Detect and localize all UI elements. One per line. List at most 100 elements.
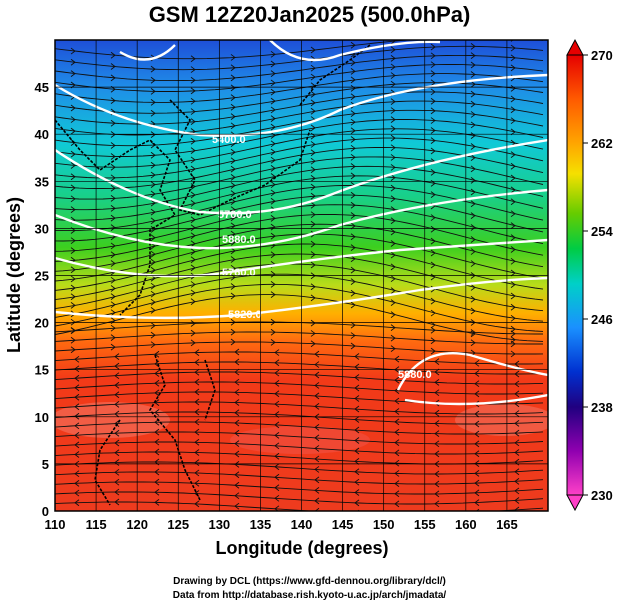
streamline-arrow <box>194 378 200 386</box>
streamline-arrow <box>310 211 316 219</box>
streamline-arrow <box>230 292 236 300</box>
streamline-arrow <box>354 416 360 423</box>
streamline-arrow <box>230 230 236 238</box>
streamline-arrow <box>274 369 280 377</box>
streamline-arrow <box>510 222 516 230</box>
chart-title: GSM 12Z20Jan2025 (500.0hPa) <box>148 2 471 27</box>
streamline-arrow <box>230 84 236 92</box>
streamline-arrow <box>190 240 196 248</box>
streamline-arrow <box>354 353 360 360</box>
streamline-arrow <box>470 43 476 50</box>
streamline-arrow <box>310 192 316 200</box>
streamline-arrow <box>394 449 400 457</box>
streamline-arrow <box>150 190 156 198</box>
streamline-arrow <box>394 397 400 405</box>
streamline-arrow <box>394 490 400 498</box>
streamline-arrow <box>190 200 196 207</box>
streamline-arrow <box>154 370 160 377</box>
contour-label: 5760.0 <box>222 267 256 279</box>
streamline <box>55 73 544 103</box>
streamline-arrow <box>510 85 516 92</box>
streamline <box>55 294 544 342</box>
colorbar-tick-label: 238 <box>591 400 613 415</box>
streamline-arrow <box>150 65 156 73</box>
streamline-arrow <box>474 420 480 428</box>
contour-label: 5400.0 <box>212 134 246 146</box>
streamline-arrow <box>114 410 120 418</box>
streamline-arrow <box>110 184 116 192</box>
streamline-arrow <box>74 355 80 363</box>
streamline-arrow <box>70 127 76 135</box>
streamline-arrow <box>274 473 280 481</box>
streamline-arrow <box>390 98 396 106</box>
streamline-arrow <box>390 240 396 247</box>
streamline-arrow <box>430 237 436 245</box>
streamline-arrow <box>434 480 440 488</box>
streamline-arrow <box>74 384 80 392</box>
streamline-arrow <box>114 498 120 506</box>
streamline-arrow <box>234 419 240 427</box>
streamline <box>55 40 544 60</box>
streamline-arrow <box>470 132 476 139</box>
streamline-arrow <box>110 285 116 292</box>
streamline-arrow <box>310 220 316 228</box>
streamline-arrow <box>350 67 356 75</box>
streamline-arrow <box>510 198 516 206</box>
streamline <box>55 91 544 125</box>
streamline-arrow <box>430 97 436 105</box>
streamline-arrow <box>114 488 120 496</box>
x-tick-label: 160 <box>455 517 477 532</box>
streamline-arrow <box>434 430 440 438</box>
streamline-arrow <box>234 481 240 489</box>
streamline-arrow <box>510 257 516 265</box>
streamline-arrow <box>470 143 476 150</box>
streamline-arrow <box>270 60 276 68</box>
streamline-arrow <box>150 322 156 329</box>
y-tick-label: 35 <box>35 174 49 189</box>
streamline-arrow <box>110 224 116 231</box>
streamline-arrow <box>230 222 236 230</box>
streamline-arrow <box>430 147 436 155</box>
streamline-arrow <box>74 374 80 382</box>
streamline-arrow <box>310 174 316 182</box>
streamline-arrow <box>510 106 516 114</box>
streamline-arrow <box>310 261 316 269</box>
streamline-arrow <box>70 237 76 245</box>
streamline-arrow <box>190 183 196 190</box>
streamline-arrow <box>514 439 520 447</box>
streamline-arrow <box>390 334 396 342</box>
streamline-arrow <box>270 70 276 77</box>
contour-label: 5880.0 <box>222 234 256 246</box>
streamline-arrow <box>510 117 516 125</box>
streamline-arrow <box>230 64 236 72</box>
streamline-arrow <box>510 186 516 194</box>
streamline-arrow <box>310 283 316 291</box>
y-axis: 0 5 10 15 20 25 30 35 40 45 <box>35 80 49 519</box>
streamline-arrow <box>274 494 280 502</box>
streamline-arrow <box>350 266 356 274</box>
streamline-arrow <box>70 104 76 112</box>
streamline-arrow <box>350 110 356 118</box>
streamline-arrow <box>110 251 116 259</box>
streamline-arrow <box>270 140 276 148</box>
streamline-arrow <box>394 439 400 446</box>
streamline-arrow <box>70 70 76 77</box>
streamline-arrow <box>470 212 476 219</box>
streamline-arrow <box>230 328 236 336</box>
streamline-arrow <box>150 76 156 84</box>
streamline-arrow <box>474 470 480 477</box>
y-tick-label: 25 <box>35 269 49 284</box>
x-tick-label: 155 <box>414 517 436 532</box>
streamline <box>55 351 544 365</box>
streamline-arrow <box>270 338 276 346</box>
streamline-arrow <box>230 74 236 82</box>
streamline-arrow <box>190 320 196 327</box>
streamline-arrow <box>470 111 476 118</box>
streamline-arrow <box>394 418 400 426</box>
streamline-arrow <box>434 440 440 448</box>
streamline-arrow <box>474 380 480 388</box>
streamline-arrow <box>350 201 356 209</box>
streamline-arrow <box>150 282 156 290</box>
streamline-arrow <box>154 428 160 436</box>
streamline-arrow <box>270 123 276 131</box>
